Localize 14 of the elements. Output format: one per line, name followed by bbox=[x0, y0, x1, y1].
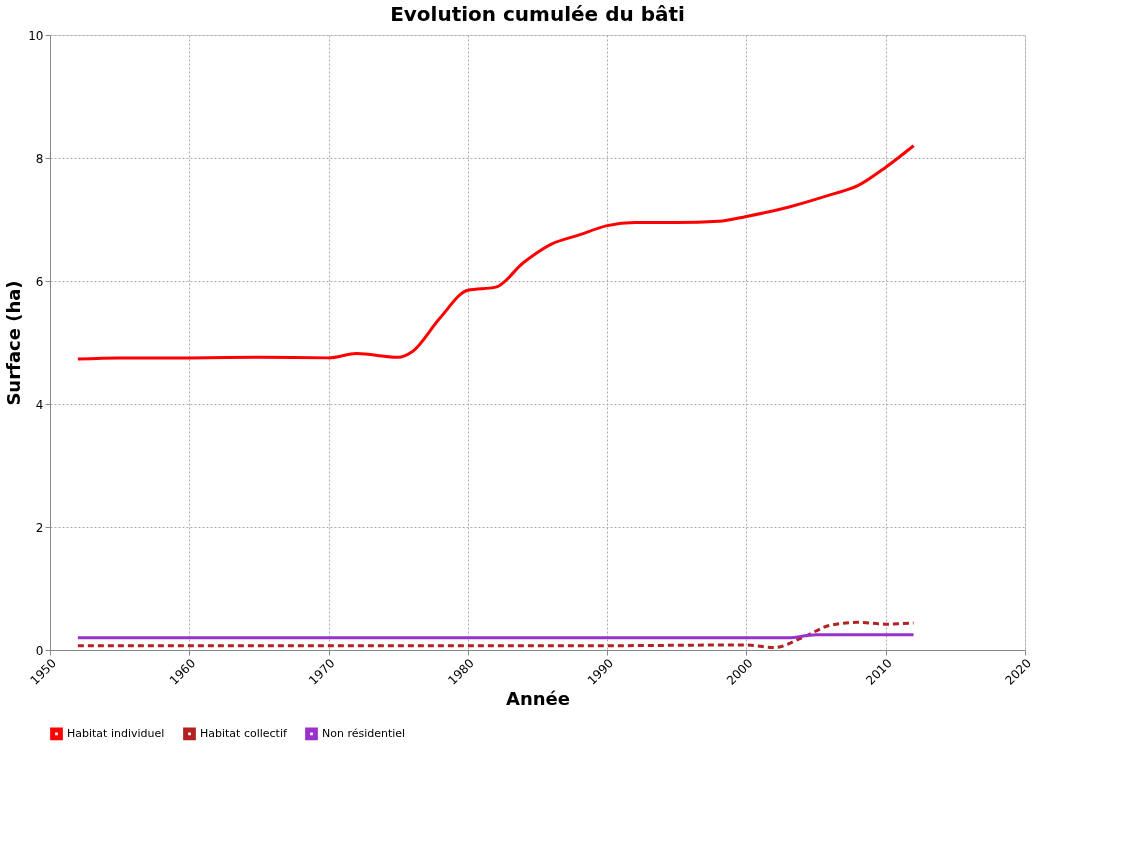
line-series bbox=[76, 144, 916, 361]
x-axis-title: Année bbox=[506, 687, 570, 709]
legend-label: Habitat individuel bbox=[67, 726, 165, 740]
line-series bbox=[76, 620, 916, 650]
legend-label: Habitat collectif bbox=[200, 726, 288, 740]
y-tick-label: 8 bbox=[35, 151, 44, 166]
y-tick-label: 4 bbox=[35, 397, 44, 412]
chart-title: Evolution cumulée du bâti bbox=[390, 2, 685, 26]
y-tick-label: 6 bbox=[35, 274, 44, 289]
y-tick-label: 10 bbox=[28, 28, 44, 43]
y-tick-label: 2 bbox=[35, 520, 44, 535]
y-axis-title: Surface (ha) bbox=[3, 280, 25, 406]
legend-label: Non résidentiel bbox=[322, 726, 406, 740]
y-tick-label: 0 bbox=[35, 643, 44, 658]
